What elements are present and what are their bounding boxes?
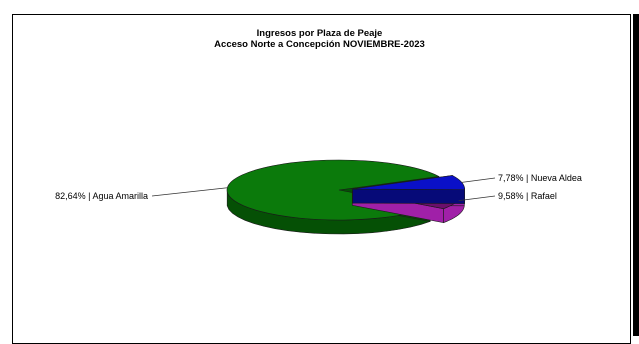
data-label-nueva-aldea: 7,78% | Nueva Aldea (498, 173, 582, 183)
data-label-agua-amarilla: 82,64% | Agua Amarilla (55, 191, 148, 201)
chart-subtitle: Acceso Norte a Concepción NOVIEMBRE-2023 (214, 39, 425, 50)
leader-line-nueva-aldea (461, 177, 496, 183)
window-edge (633, 14, 639, 336)
chart-title-block: Ingresos por Plaza de Peaje Acceso Norte… (0, 28, 639, 50)
pie-chart: 7,78% | Nueva Aldea 9,58% | Rafael 82,64% … (55, 159, 582, 235)
pie-slice-nueva-aldea (352, 175, 465, 204)
leader-line-rafael (458, 195, 496, 202)
chart-title: Ingresos por Plaza de Peaje (256, 28, 383, 39)
leader-line-agua-amarilla (151, 187, 228, 197)
data-label-rafael: 9,58% | Rafael (498, 191, 557, 201)
